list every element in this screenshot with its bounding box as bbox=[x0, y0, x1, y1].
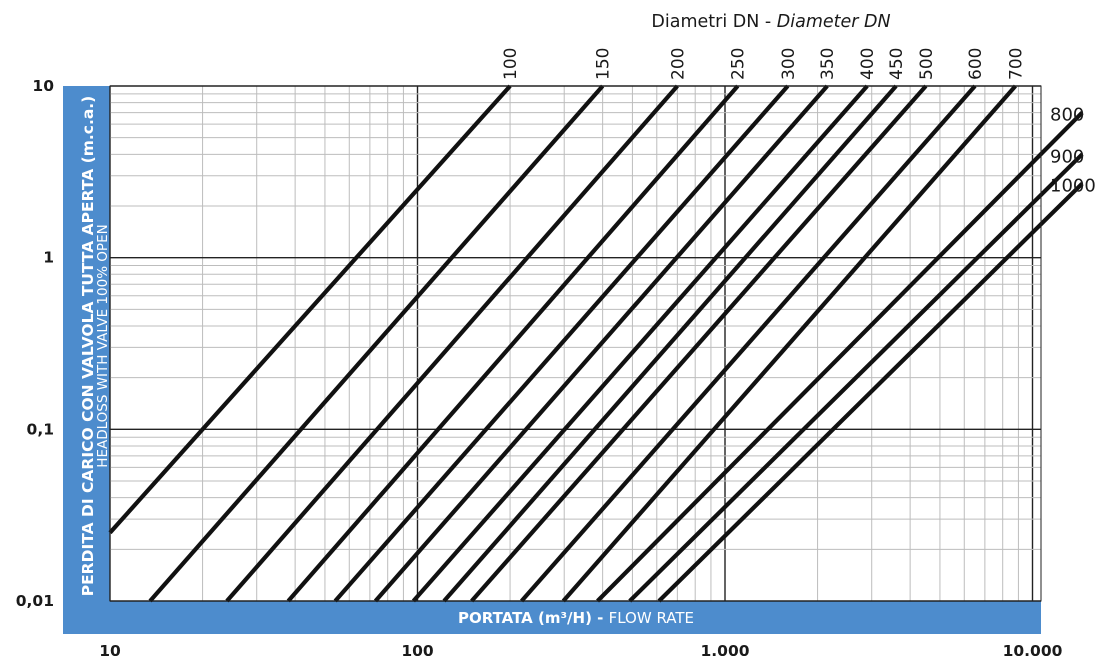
series-line-dn-150 bbox=[148, 84, 605, 603]
series-label-dn-900: 900 bbox=[1050, 146, 1084, 167]
series-label-dn-100: 100 bbox=[501, 48, 521, 80]
y-axis-band bbox=[63, 86, 110, 634]
series-line-dn-400 bbox=[411, 84, 869, 603]
series-line-dn-350 bbox=[373, 84, 829, 603]
series-label-dn-700: 700 bbox=[1006, 48, 1026, 80]
x-axis-title: PORTATA (m³/H) - FLOW RATE bbox=[458, 609, 694, 627]
series-label-dn-600: 600 bbox=[966, 48, 986, 80]
plot-area bbox=[110, 86, 1041, 601]
series-label-dn-350: 350 bbox=[818, 48, 838, 80]
series-label-dn-250: 250 bbox=[729, 48, 749, 80]
series-line-dn-250 bbox=[286, 84, 740, 603]
y-tick-label: 0,01 bbox=[16, 592, 54, 610]
y-axis-title-en: HEADLOSS WITH VALVE 100% OPEN bbox=[95, 224, 111, 467]
series-label-dn-500: 500 bbox=[917, 48, 937, 80]
top-axis-title-regular: Diametri DN - bbox=[651, 12, 776, 32]
x-axis-title-regular: FLOW RATE bbox=[609, 609, 694, 627]
top-axis-title: Diametri DN - Diameter DN bbox=[651, 12, 890, 32]
x-axis-band bbox=[63, 601, 1041, 634]
series-label-dn-200: 200 bbox=[668, 48, 688, 80]
y-tick-label: 1 bbox=[43, 249, 54, 267]
series-line-dn-500 bbox=[470, 84, 928, 603]
tick-labels: 10 100 1.000 10.000 10 1 0,1 0,01 bbox=[16, 77, 1063, 660]
series-line-dn-1000 bbox=[657, 182, 1084, 603]
plot-border bbox=[109, 85, 1042, 602]
series-line-dn-600 bbox=[519, 84, 977, 603]
series-label-dn-400: 400 bbox=[858, 48, 878, 80]
top-axis-title-italic: Diameter DN bbox=[777, 12, 891, 32]
series-label-dn-800: 800 bbox=[1050, 105, 1084, 126]
series-lines bbox=[108, 84, 1084, 603]
y-tick-label: 10 bbox=[32, 77, 54, 95]
y-tick-label: 0,1 bbox=[27, 420, 54, 438]
series-line-dn-900 bbox=[628, 152, 1084, 603]
series-line-dn-300 bbox=[333, 84, 790, 603]
x-tick-label: 1.000 bbox=[700, 642, 749, 660]
series-line-dn-800 bbox=[596, 111, 1084, 603]
series-labels: 100 150 200 250 300 350 400 450 500 600 700 800 900 1… bbox=[501, 48, 1096, 197]
series-line-dn-200 bbox=[225, 84, 679, 603]
series-line-dn-100 bbox=[108, 84, 512, 535]
x-tick-label: 10.000 bbox=[1003, 642, 1063, 660]
series-label-dn-450: 450 bbox=[887, 48, 907, 80]
x-axis-title-bold: PORTATA (m³/H) - bbox=[458, 609, 609, 627]
series-label-dn-150: 150 bbox=[594, 48, 614, 80]
y-axis-title-it: PERDITA DI CARICO CON VALVOLA TUTTA APER… bbox=[79, 96, 97, 597]
x-tick-label: 10 bbox=[99, 642, 121, 660]
series-label-dn-1000: 1000 bbox=[1050, 176, 1096, 197]
x-tick-label: 100 bbox=[401, 642, 434, 660]
series-line-dn-450 bbox=[442, 84, 898, 603]
series-line-dn-700 bbox=[561, 84, 1018, 603]
series-label-dn-300: 300 bbox=[779, 48, 799, 80]
